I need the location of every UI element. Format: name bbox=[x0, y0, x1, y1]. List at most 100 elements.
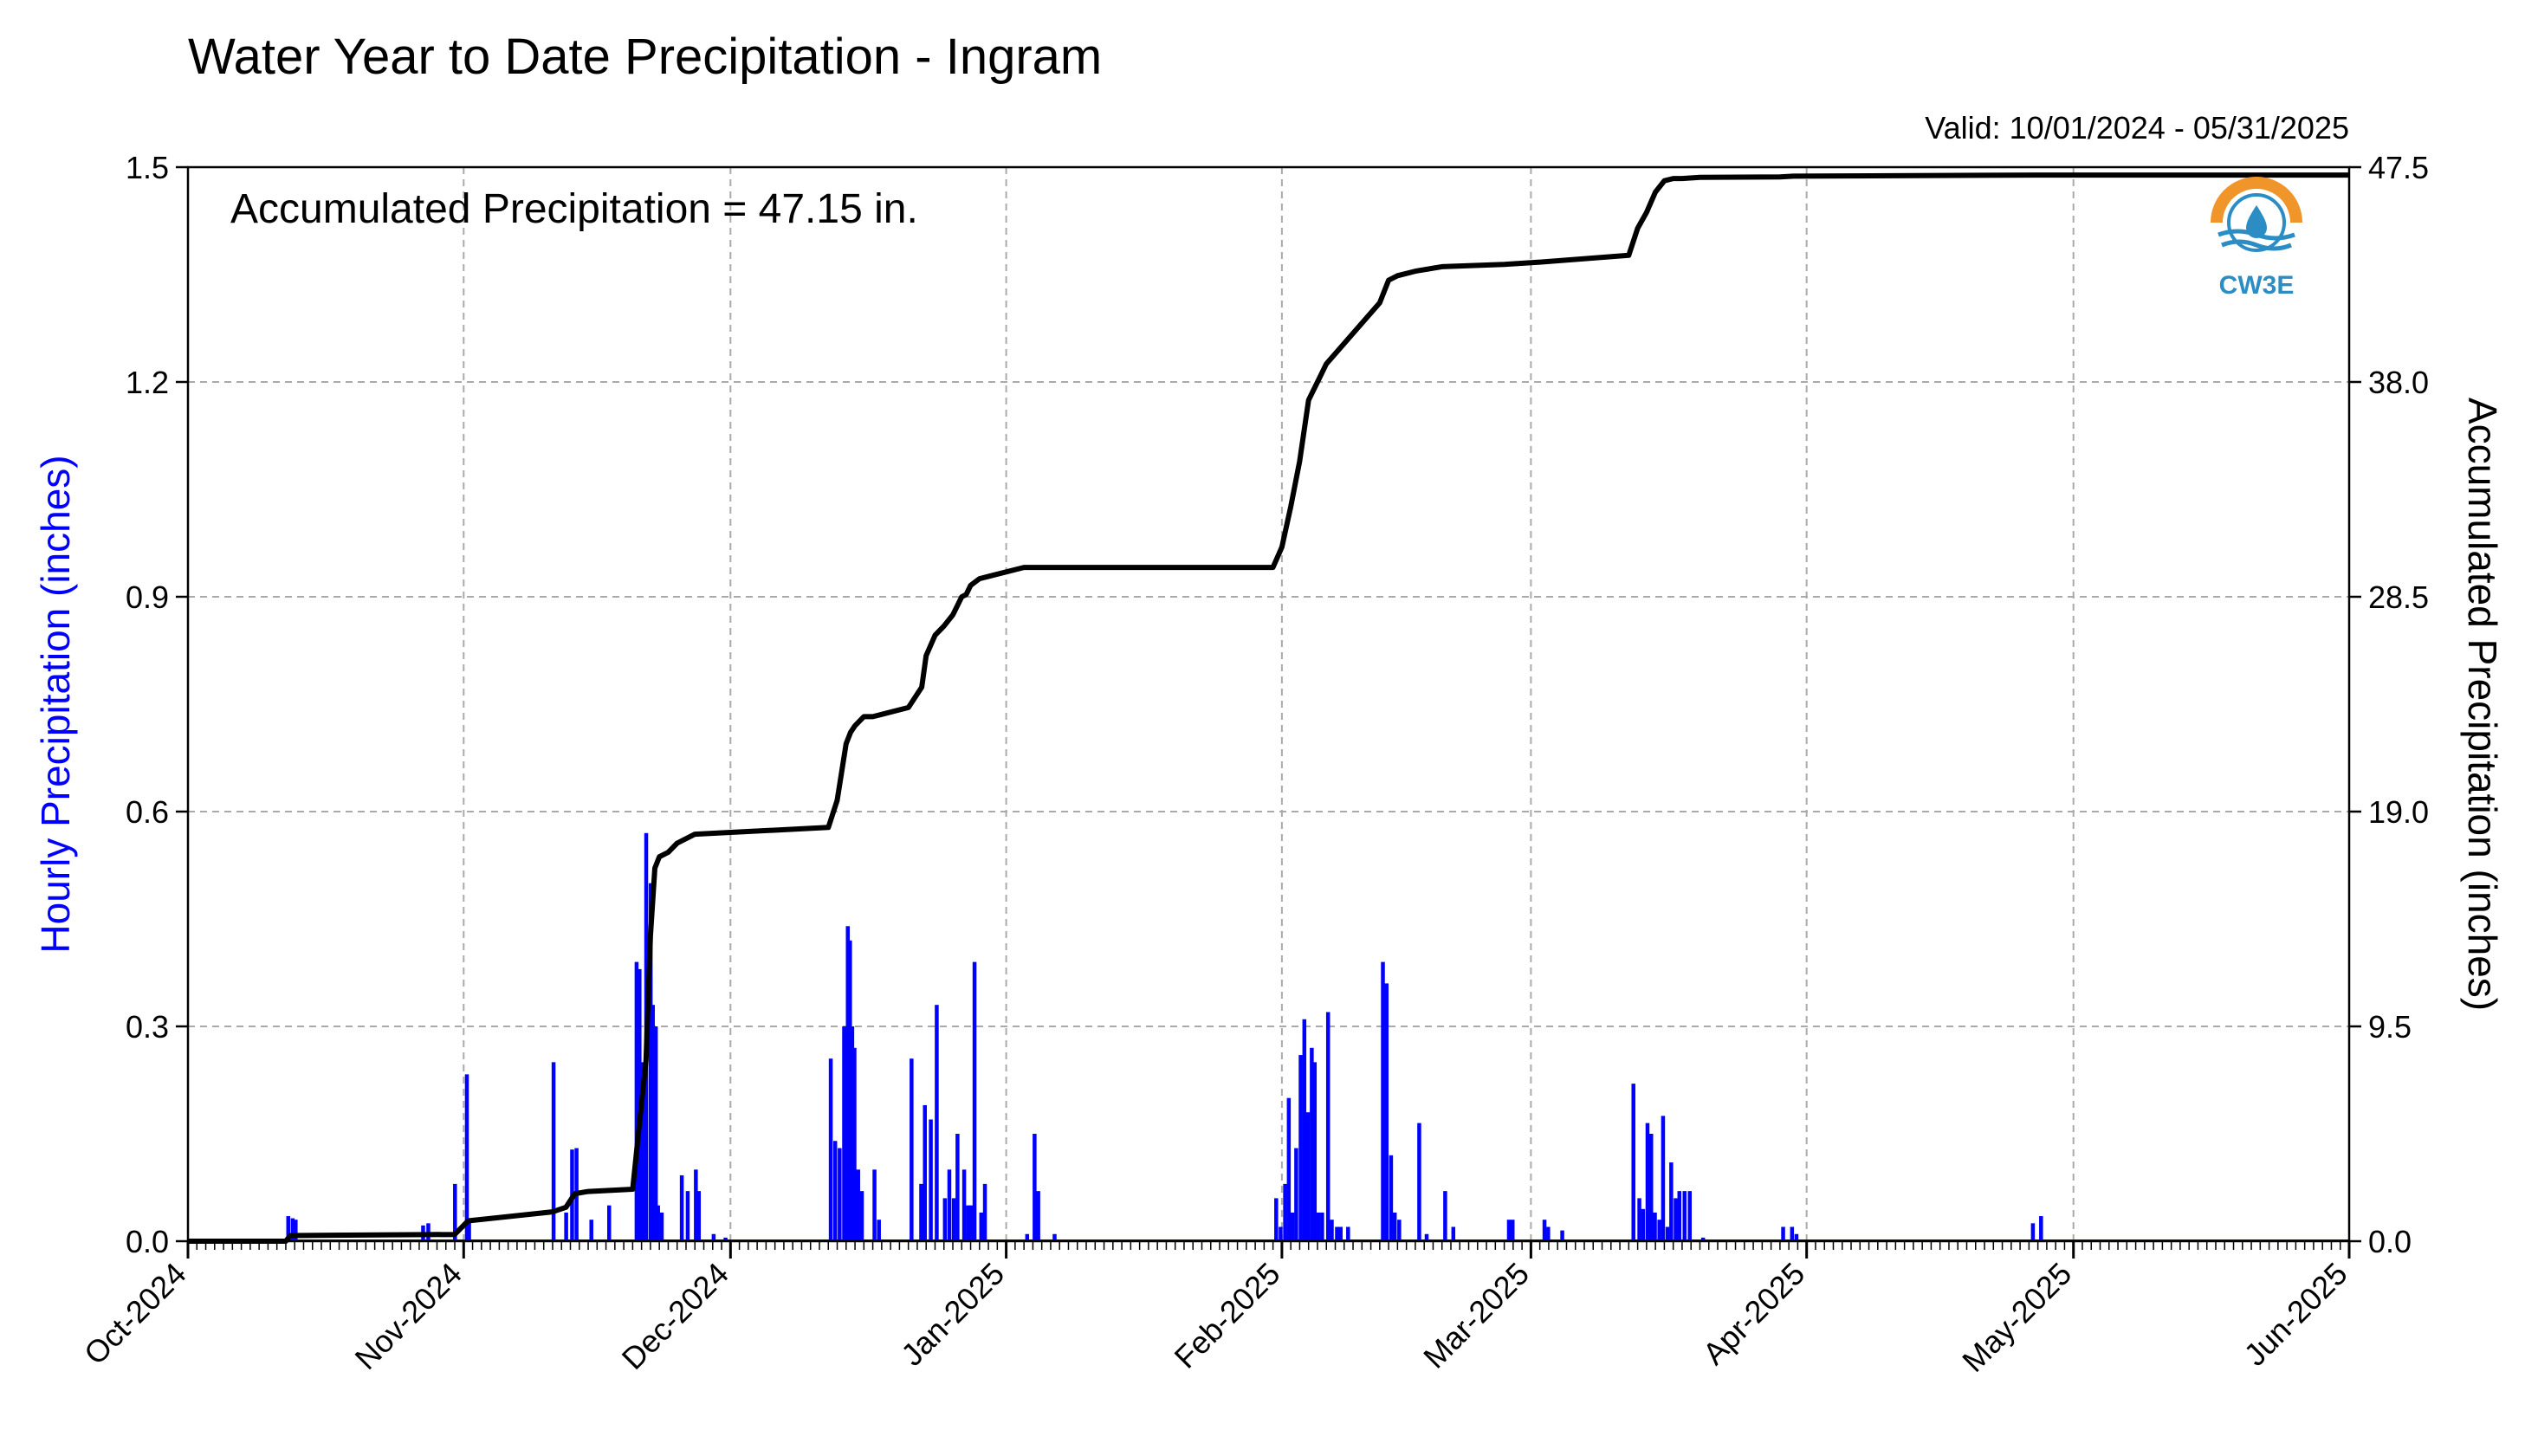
hourly-bar bbox=[659, 1212, 664, 1241]
hourly-bar bbox=[1397, 1220, 1402, 1241]
hourly-bar bbox=[1283, 1183, 1287, 1241]
hourly-bar bbox=[1330, 1220, 1334, 1241]
hourly-bar bbox=[1631, 1084, 1635, 1241]
hourly-bar bbox=[1424, 1233, 1429, 1241]
y-axis-right: 0.0 9.5 19.0 28.5 38.0 47.5 bbox=[2349, 150, 2429, 1259]
hourly-bar bbox=[972, 961, 977, 1241]
hourly-bar bbox=[1451, 1226, 1456, 1241]
x-axis: Oct-2024 Nov-2024 Dec-2024 Jan-2025 Feb-2025… bbox=[77, 1241, 2354, 1379]
hourly-bar bbox=[1316, 1212, 1321, 1241]
hourly-bar bbox=[929, 1119, 933, 1241]
hourly-bar bbox=[1325, 1012, 1330, 1241]
hourly-bar bbox=[968, 1205, 974, 1241]
accumulated-line bbox=[188, 172, 2349, 1244]
raindrop-icon bbox=[2246, 205, 2267, 238]
y-axis-right-label: Accumulated Precipitation (inches) bbox=[2460, 398, 2505, 1011]
hourly-bar bbox=[842, 1026, 846, 1241]
hourly-bar bbox=[832, 1141, 838, 1241]
hourly-bar bbox=[1298, 1055, 1303, 1241]
x-tick-label: Jun-2025 bbox=[2237, 1256, 2354, 1373]
hourly-bar bbox=[951, 1198, 956, 1241]
cw3e-logo: CW3E bbox=[2211, 177, 2302, 300]
hourly-bar bbox=[1560, 1230, 1564, 1241]
y-axis-left: 0.0 0.3 0.6 0.9 1.2 1.5 bbox=[126, 150, 188, 1259]
x-tick-label: Dec-2024 bbox=[615, 1256, 735, 1376]
grid-lines bbox=[188, 167, 2349, 1241]
hourly-bar bbox=[852, 1047, 857, 1241]
hourly-bar bbox=[1794, 1233, 1799, 1241]
hourly-bar bbox=[1637, 1198, 1641, 1241]
y-right-tick-label: 47.5 bbox=[2368, 150, 2429, 185]
logo-text: CW3E bbox=[2219, 271, 2295, 300]
hourly-bar bbox=[453, 1183, 457, 1241]
hourly-bar bbox=[1279, 1226, 1283, 1241]
hourly-bar bbox=[551, 1062, 556, 1241]
y-left-tick-label: 0.0 bbox=[126, 1224, 169, 1259]
hourly-bar bbox=[1653, 1212, 1657, 1241]
hourly-bar bbox=[845, 926, 851, 1241]
hourly-bar bbox=[464, 1074, 469, 1241]
x-tick-label: Jan-2025 bbox=[894, 1256, 1011, 1373]
hourly-bar bbox=[910, 1058, 914, 1241]
x-tick-label: Mar-2025 bbox=[1416, 1256, 1536, 1375]
hourly-bar bbox=[1669, 1162, 1674, 1241]
hourly-bar bbox=[919, 1183, 923, 1241]
hourly-bar bbox=[606, 1205, 612, 1241]
hourly-bar bbox=[1294, 1148, 1298, 1241]
hourly-bar bbox=[1384, 983, 1389, 1241]
hourly-bar bbox=[685, 1191, 690, 1241]
hourly-bar bbox=[859, 1191, 864, 1241]
y-right-tick-label: 0.0 bbox=[2368, 1224, 2412, 1259]
y-right-tick-label: 28.5 bbox=[2368, 579, 2429, 615]
hourly-bar bbox=[1542, 1220, 1547, 1241]
hourly-bar bbox=[982, 1183, 987, 1241]
plot-frame bbox=[186, 165, 2351, 1243]
hourly-bar bbox=[872, 1169, 877, 1241]
hourly-bar bbox=[961, 1169, 967, 1241]
hourly-bar bbox=[653, 1026, 658, 1241]
hourly-bar bbox=[1320, 1212, 1324, 1241]
logo-wave-1 bbox=[2217, 229, 2295, 241]
accumulated-annotation: Accumulated Precipitation = 47.15 in. bbox=[230, 186, 918, 232]
hourly-bar bbox=[1417, 1123, 1421, 1241]
hourly-bar bbox=[942, 1198, 948, 1241]
hourly-bar bbox=[641, 1062, 645, 1241]
hourly-bar bbox=[1661, 1116, 1666, 1241]
hourly-bar bbox=[651, 1005, 655, 1241]
y-right-tick-label: 9.5 bbox=[2368, 1009, 2412, 1045]
y-left-tick-label: 0.9 bbox=[126, 579, 169, 615]
hourly-bar bbox=[1305, 1112, 1311, 1241]
hourly-bar bbox=[1302, 1019, 1307, 1241]
hourly-bar bbox=[947, 1169, 952, 1241]
hourly-bar bbox=[1700, 1237, 1706, 1241]
hourly-bar bbox=[564, 1212, 568, 1241]
hourly-bar bbox=[1506, 1220, 1512, 1241]
hourly-bar bbox=[850, 1026, 855, 1241]
hourly-bar bbox=[1645, 1123, 1650, 1241]
hourly-bar bbox=[294, 1220, 298, 1241]
hourly-bar bbox=[1682, 1191, 1687, 1241]
hourly-bar bbox=[1381, 961, 1385, 1241]
hourly-bar bbox=[1025, 1233, 1030, 1241]
hourly-bar bbox=[2030, 1223, 2036, 1241]
hourly-bar bbox=[1687, 1191, 1692, 1241]
logo-wave-2 bbox=[2221, 239, 2292, 251]
hourly-bar bbox=[828, 1058, 833, 1241]
hourly-bar bbox=[679, 1175, 684, 1241]
y-left-tick-label: 0.3 bbox=[126, 1009, 169, 1045]
logo-sun-arc bbox=[2211, 177, 2302, 223]
hourly-bar bbox=[2039, 1216, 2043, 1241]
chart-title: Water Year to Date Precipitation - Ingra… bbox=[188, 29, 1102, 85]
hourly-bar bbox=[656, 1205, 660, 1241]
hourly-bar bbox=[966, 1205, 970, 1241]
hourly-bar bbox=[1290, 1212, 1295, 1241]
y-axis-left-label: Hourly Precipitation (inches) bbox=[33, 455, 78, 953]
hourly-bar bbox=[711, 1233, 716, 1241]
hourly-bars bbox=[188, 832, 2349, 1241]
hourly-bar bbox=[935, 1005, 939, 1241]
hourly-bar bbox=[1674, 1198, 1678, 1241]
hourly-bar bbox=[1052, 1233, 1057, 1241]
hourly-bar bbox=[1677, 1191, 1682, 1241]
hourly-bar bbox=[1649, 1134, 1654, 1241]
hourly-bar bbox=[1546, 1226, 1551, 1241]
